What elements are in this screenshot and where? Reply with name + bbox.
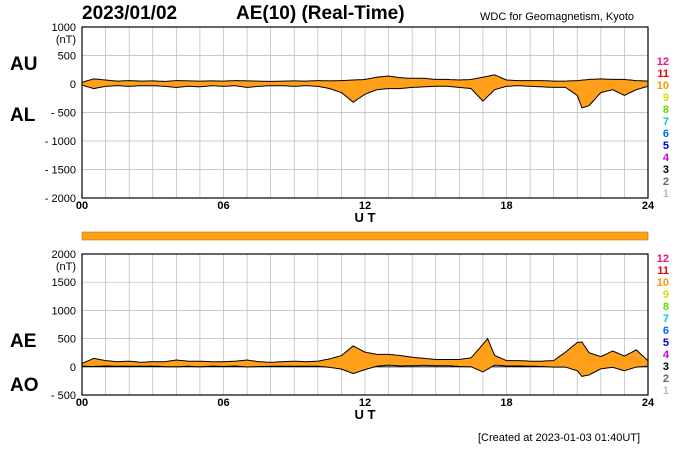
activity-level-label: 7 xyxy=(663,313,669,325)
x-tick-label: 00 xyxy=(76,397,88,409)
activity-level-label: 10 xyxy=(657,277,669,289)
status-bar xyxy=(81,231,649,241)
activity-level-label: 9 xyxy=(663,92,669,104)
series-line-au xyxy=(81,74,649,83)
y-tick-label: 1000 xyxy=(52,22,76,34)
x-axis-label: U T xyxy=(355,210,376,225)
series-line-al xyxy=(81,84,649,109)
x-tick-label: 18 xyxy=(500,397,512,409)
chart-title: AE(10) (Real-Time) xyxy=(236,3,405,24)
y-tick-label: 1500 xyxy=(52,277,76,289)
activity-level-label: 9 xyxy=(663,289,669,301)
activity-level-label: 3 xyxy=(663,361,669,373)
chart-date: 2023/01/02 xyxy=(82,3,178,24)
activity-level-label: 11 xyxy=(657,68,669,80)
activity-level-label: 5 xyxy=(663,337,669,349)
activity-level-label: 4 xyxy=(663,349,670,361)
series-label-upper: AE xyxy=(10,331,36,352)
x-tick-label: 06 xyxy=(217,200,229,212)
activity-level-label: 12 xyxy=(657,253,669,265)
y-tick-label: 2000 xyxy=(52,249,76,261)
y-tick-label: 0 xyxy=(70,362,76,374)
activity-level-label: 11 xyxy=(657,265,669,277)
y-tick-label: - 500 xyxy=(51,108,76,120)
activity-level-label: 1 xyxy=(663,385,669,397)
y-unit-label: (nT) xyxy=(56,34,76,46)
activity-level-label: 8 xyxy=(663,301,669,313)
x-tick-label: 24 xyxy=(642,397,655,409)
y-tick-label: - 1500 xyxy=(45,165,76,177)
area-fill-au-al xyxy=(82,74,648,108)
y-tick-label: - 2000 xyxy=(45,193,76,205)
y-tick-label: 500 xyxy=(58,51,76,63)
activity-level-label: 6 xyxy=(663,128,669,140)
activity-level-label: 1 xyxy=(663,188,669,200)
series-line-ae xyxy=(81,337,649,364)
y-tick-label: - 500 xyxy=(51,390,76,402)
activity-level-label: 12 xyxy=(657,56,669,68)
x-tick-label: 12 xyxy=(359,200,371,212)
series-label-lower: AO xyxy=(10,375,39,396)
created-timestamp: [Created at 2023-01-03 01:40UT] xyxy=(478,432,641,444)
y-tick-label: 1000 xyxy=(52,305,76,317)
y-tick-label: - 1000 xyxy=(45,136,76,148)
plot-frame xyxy=(81,26,649,199)
plot-frame xyxy=(81,253,649,396)
series-label-upper: AU xyxy=(10,54,37,75)
activity-level-label: 5 xyxy=(663,140,669,152)
y-unit-label: (nT) xyxy=(56,261,76,273)
activity-level-label: 6 xyxy=(663,325,669,337)
x-tick-label: 24 xyxy=(642,200,655,212)
activity-level-label: 2 xyxy=(663,176,669,188)
activity-level-label: 2 xyxy=(663,373,669,385)
area-fill-ae-ao xyxy=(82,338,648,377)
series-label-lower: AL xyxy=(10,105,36,126)
series-line-ao xyxy=(81,364,649,377)
data-source: WDC for Geomagnetism, Kyoto xyxy=(480,11,635,23)
x-axis-label: U T xyxy=(355,407,376,422)
x-tick-label: 00 xyxy=(76,200,88,212)
activity-level-label: 7 xyxy=(663,116,669,128)
x-tick-label: 06 xyxy=(217,397,229,409)
activity-level-label: 3 xyxy=(663,164,669,176)
activity-level-label: 10 xyxy=(657,80,669,92)
y-tick-label: 500 xyxy=(58,334,76,346)
activity-level-label: 4 xyxy=(663,152,670,164)
x-tick-label: 18 xyxy=(500,200,512,212)
x-tick-label: 12 xyxy=(359,397,371,409)
activity-level-label: 8 xyxy=(663,104,669,116)
y-tick-label: 0 xyxy=(70,79,76,91)
